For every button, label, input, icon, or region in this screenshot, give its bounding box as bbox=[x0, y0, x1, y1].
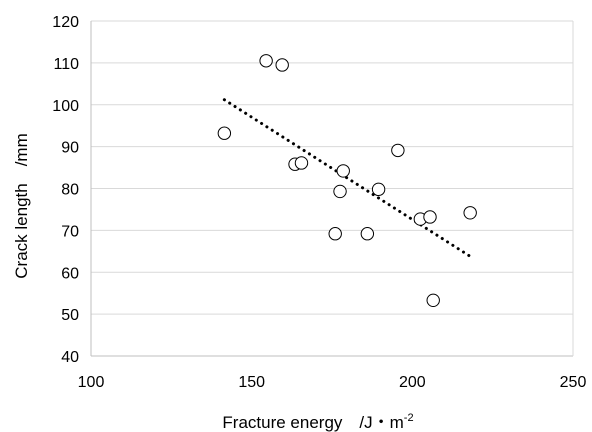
data-point bbox=[423, 210, 437, 224]
data-point bbox=[426, 293, 440, 308]
x-tick-label: 150 bbox=[238, 374, 265, 391]
data-point bbox=[275, 58, 289, 72]
data-point bbox=[360, 227, 375, 241]
plot-border bbox=[90, 21, 574, 357]
y-tick-label: 80 bbox=[61, 182, 79, 199]
x-axis-label-superscript: -2 bbox=[404, 412, 414, 424]
data-point bbox=[371, 182, 386, 197]
trendline bbox=[222, 98, 472, 258]
y-tick-label: 50 bbox=[61, 307, 79, 324]
y-tick-label: 90 bbox=[61, 140, 79, 157]
y-tick-label: 70 bbox=[61, 223, 79, 240]
y-tick-label: 60 bbox=[61, 265, 79, 282]
data-point bbox=[328, 227, 342, 241]
y-tick-label: 100 bbox=[52, 98, 79, 115]
y-tick-label: 40 bbox=[61, 349, 79, 366]
x-axis-label-main: Fracture energy /J・m bbox=[222, 413, 403, 432]
y-tick-label: 110 bbox=[53, 56, 79, 73]
data-point bbox=[463, 206, 477, 220]
data-point bbox=[391, 143, 405, 158]
data-point bbox=[336, 164, 350, 178]
data-point bbox=[294, 156, 309, 170]
y-axis-label: Crack length /mm bbox=[12, 133, 31, 278]
x-tick-labels: 100 150 200 250 bbox=[78, 374, 587, 391]
data-point bbox=[259, 54, 273, 68]
x-tick-label: 250 bbox=[560, 374, 587, 391]
y-tick-labels: 40 50 60 70 80 90 100 110 120 bbox=[52, 14, 79, 366]
trendline-path bbox=[222, 98, 472, 258]
x-axis-label: Fracture energy /J・m-2 bbox=[222, 412, 413, 432]
data-point bbox=[333, 184, 347, 199]
y-tick-label: 120 bbox=[52, 14, 79, 31]
x-tick-label: 100 bbox=[78, 374, 105, 391]
data-points bbox=[217, 54, 477, 308]
data-point bbox=[217, 126, 232, 140]
x-tick-label: 200 bbox=[399, 374, 426, 391]
